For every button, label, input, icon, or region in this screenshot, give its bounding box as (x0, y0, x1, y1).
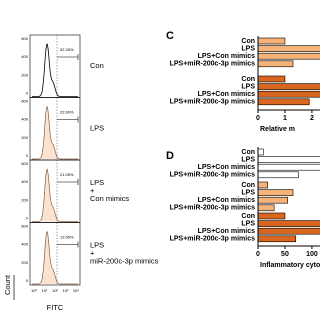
y-tick-label: 400 (21, 179, 28, 184)
bar (257, 156, 320, 163)
panel-label: C (166, 30, 174, 42)
sample-label: + (90, 249, 95, 258)
bar (257, 171, 299, 179)
category-label: LPS+Con mimics (198, 91, 255, 98)
bar (257, 52, 320, 60)
bar (257, 75, 286, 83)
bar (257, 181, 269, 189)
bar (257, 212, 286, 220)
bar (257, 37, 286, 45)
gate-percent: 21.05% (60, 172, 74, 177)
category-label: LPS (241, 189, 255, 196)
x-tick-label: 10¹ (42, 288, 48, 293)
bar (257, 83, 320, 90)
bar (257, 220, 320, 227)
y-tick-label: 0 (26, 91, 29, 96)
bar (257, 45, 320, 52)
y-tick-label: 600 (21, 161, 28, 166)
bar (257, 227, 320, 235)
y-tick-label: 200 (21, 135, 28, 140)
sample-label: + (90, 186, 95, 195)
category-label: LPS+Con mimics (198, 197, 255, 204)
sample-label: LPS (90, 241, 104, 250)
category-label: LPS+Con mimics (198, 53, 255, 60)
category-label: LPS+miR-200c-3p mimics (170, 205, 256, 212)
x-tick-label: 10³ (63, 288, 69, 293)
bar (257, 60, 294, 68)
y-tick-label: 0 (26, 153, 29, 158)
y-axis-label: Count (3, 274, 12, 295)
y-tick-label: 400 (21, 117, 28, 122)
bar (257, 204, 275, 212)
y-tick-label: 400 (21, 242, 28, 247)
y-tick-label: 600 (21, 224, 28, 229)
y-tick-label: 400 (21, 54, 28, 59)
histogram-curve-control (32, 106, 78, 160)
sample-label: miR-200c-3p mimics (90, 257, 159, 266)
panel-label: D (166, 150, 174, 162)
bar (257, 98, 310, 106)
category-label: Con (241, 182, 255, 189)
x-tick-label: 100 (306, 251, 318, 258)
bar (257, 196, 288, 204)
x-tick-label: 10⁴ (73, 288, 79, 293)
category-label: LPS+Con mimics (198, 164, 255, 171)
category-label: Con (241, 76, 255, 83)
sample-label: Con mimics (90, 194, 129, 203)
y-tick-label: 600 (21, 36, 28, 41)
x-tick-label: 10² (52, 288, 58, 293)
histogram-curve (32, 43, 78, 97)
category-label: Con (241, 38, 255, 45)
x-tick-label: 2 (310, 115, 314, 122)
x-tick-label: 0 (256, 115, 260, 122)
gate-percent: 32.28% (60, 47, 74, 52)
category-label: Con (241, 149, 255, 156)
x-axis-label: FITC (47, 303, 64, 312)
sample-label: LPS (90, 124, 104, 133)
y-tick-label: 200 (21, 197, 28, 202)
category-label: Con (241, 213, 255, 220)
y-tick-label: 200 (21, 72, 28, 77)
category-label: LPS (241, 83, 255, 90)
x-tick-label: 50 (281, 251, 289, 258)
y-tick-label: 0 (26, 216, 29, 221)
sample-label: Con (90, 61, 104, 70)
y-tick-label: 200 (21, 260, 28, 265)
bar (257, 90, 320, 98)
bar (257, 148, 264, 156)
histogram-curve-control (32, 168, 78, 222)
y-tick-label: 0 (26, 278, 29, 283)
category-label: LPS+miR-200c-3p mimics (170, 99, 256, 106)
x-tick-label: 1 (283, 115, 287, 122)
x-tick-label: 10⁰ (31, 288, 37, 293)
category-label: LPS (241, 220, 255, 227)
gate-percent: 22.60% (60, 110, 74, 115)
histogram-curve-control (32, 231, 78, 285)
category-label: LPS (241, 156, 255, 163)
x-axis-label: Inflammatory cytokin (260, 262, 320, 269)
bar (257, 163, 320, 171)
bar (257, 235, 297, 243)
category-label: LPS (241, 45, 255, 52)
histogram-frame (29, 222, 81, 286)
x-tick-label: 0 (256, 251, 260, 258)
gate-percent: 13.56% (60, 235, 74, 240)
y-tick-label: 600 (21, 99, 28, 104)
sample-label: LPS (90, 178, 104, 187)
category-label: LPS+Con mimics (198, 228, 255, 235)
x-axis-label: Relative m (260, 126, 295, 133)
bar (257, 189, 294, 196)
category-label: LPS+miR-200c-3p mimics (170, 61, 256, 68)
category-label: LPS+miR-200c-3p mimics (170, 172, 256, 179)
category-label: LPS+miR-200c-3p mimics (170, 236, 256, 243)
